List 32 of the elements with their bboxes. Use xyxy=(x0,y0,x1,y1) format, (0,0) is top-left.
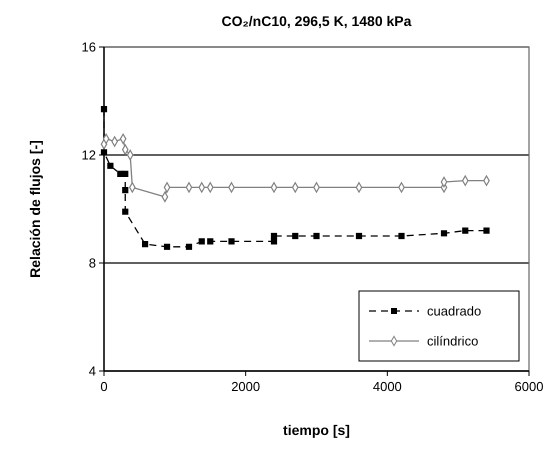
y-tick-label: 4 xyxy=(88,364,96,379)
x-tick-label: 2000 xyxy=(231,379,260,394)
x-tick-label: 0 xyxy=(100,379,108,394)
x-axis-title: tiempo [s] xyxy=(283,422,350,438)
point xyxy=(270,232,278,240)
point xyxy=(122,187,128,194)
point xyxy=(186,244,192,250)
point xyxy=(198,238,205,244)
point xyxy=(122,170,128,177)
point xyxy=(292,232,298,240)
y-axis-title: Relación de flujos [-] xyxy=(27,140,43,278)
point xyxy=(100,106,108,112)
y-tick-label: 8 xyxy=(88,256,96,271)
point xyxy=(398,232,405,240)
point xyxy=(483,228,490,234)
point xyxy=(228,238,235,244)
y-tick-label: 12 xyxy=(82,148,96,163)
legend-label: cuadrado xyxy=(427,304,482,319)
legend-label: cilíndrico xyxy=(427,334,478,349)
point xyxy=(122,208,128,215)
x-tick-label: 4000 xyxy=(372,379,402,394)
point xyxy=(313,232,320,240)
chart-title: CO₂/nC10, 296,5 K, 1480 kPa xyxy=(222,13,412,29)
y-tick-label: 16 xyxy=(82,40,96,55)
point xyxy=(440,230,448,236)
point xyxy=(142,241,148,248)
point xyxy=(462,228,468,234)
point xyxy=(164,244,170,250)
point xyxy=(356,232,362,240)
point xyxy=(107,162,114,169)
x-tick-label: 6000 xyxy=(514,379,544,394)
point xyxy=(207,238,214,244)
